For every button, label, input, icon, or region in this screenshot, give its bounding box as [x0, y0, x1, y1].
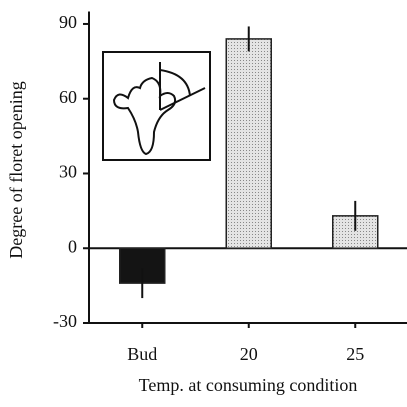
x-tick-label: 20 [240, 344, 258, 364]
bar [225, 38, 272, 249]
y-tick-label: 60 [59, 87, 77, 107]
y-tick-label: 90 [59, 12, 77, 32]
inset [102, 51, 211, 161]
x-axis-label: Temp. at consuming condition [139, 375, 358, 395]
y-tick-label: 0 [68, 236, 77, 256]
y-tick-label: -30 [53, 311, 77, 331]
x-tick-label: 25 [346, 344, 364, 364]
x-tick-label: Bud [127, 344, 157, 364]
y-axis-label: Degree of floret opening [6, 81, 26, 258]
y-tick-label: 30 [59, 162, 77, 182]
